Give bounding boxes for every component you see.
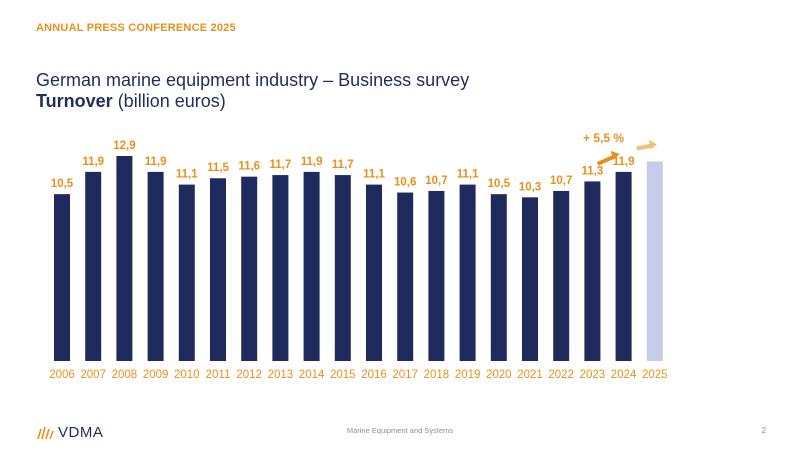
growth-arrow-shaft — [596, 154, 617, 166]
data-label-2022: 10,7 — [550, 175, 572, 187]
x-tick-2016: 2016 — [361, 369, 387, 381]
x-tick-2017: 2017 — [392, 369, 418, 381]
data-label-2016: 11,1 — [363, 169, 385, 181]
x-tick-2010: 2010 — [174, 369, 200, 381]
data-label-2014: 11,9 — [301, 156, 323, 168]
data-label-2024: 11,9 — [613, 156, 635, 168]
bar-2020 — [490, 194, 507, 361]
vdma-logo: VDMA — [36, 424, 103, 441]
data-label-2021: 10,3 — [519, 181, 541, 193]
x-tick-2021: 2021 — [517, 369, 543, 381]
data-label-2012: 11,6 — [238, 161, 260, 173]
x-tick-2014: 2014 — [299, 369, 325, 381]
data-label-2017: 10,6 — [394, 177, 416, 189]
data-label-2020: 10,5 — [488, 178, 511, 190]
bar-2019 — [459, 184, 476, 361]
vdma-logo-icon — [37, 426, 54, 439]
bar-2007 — [85, 171, 102, 361]
conference-label: ANNUAL PRESS CONFERENCE 2025 — [36, 22, 236, 34]
data-label-2023: 11,3 — [582, 165, 604, 177]
bar-2008 — [116, 156, 133, 361]
x-tick-2009: 2009 — [143, 369, 169, 381]
bar-2021 — [522, 197, 538, 361]
x-tick-2007: 2007 — [80, 369, 106, 381]
bar-2013 — [272, 175, 289, 361]
data-label-2006: 10,5 — [51, 178, 74, 190]
data-label-2010: 11,1 — [176, 169, 198, 181]
x-tick-2022: 2022 — [548, 369, 574, 381]
page-title: German marine equipment industry – Busin… — [36, 70, 469, 112]
bar-2017 — [397, 192, 414, 361]
data-label-2009: 11,9 — [145, 156, 167, 168]
bar-2016 — [366, 184, 382, 361]
data-label-2019: 11,1 — [457, 169, 479, 181]
bar-2018 — [428, 190, 445, 361]
data-label-2008: 12,9 — [113, 140, 135, 152]
x-tick-2020: 2020 — [486, 369, 512, 381]
subtitle: Turnover (billion euros) — [36, 91, 469, 112]
data-label-2013: 11,7 — [270, 159, 292, 171]
bar-2024 — [615, 171, 632, 361]
bar-2015 — [334, 175, 351, 361]
data-label-2015: 11,7 — [332, 159, 354, 171]
subtitle-rest: (billion euros) — [112, 91, 226, 111]
x-tick-2023: 2023 — [580, 369, 606, 381]
x-tick-2012: 2012 — [236, 369, 262, 381]
x-tick-2015: 2015 — [330, 369, 356, 381]
x-tick-2006: 2006 — [49, 369, 75, 381]
bar-2014 — [303, 171, 320, 361]
bar-2022 — [553, 190, 570, 361]
bar-2011 — [210, 178, 226, 361]
data-label-2007: 11,9 — [82, 156, 104, 168]
x-tick-2008: 2008 — [112, 369, 138, 381]
data-label-2011: 11,5 — [207, 162, 229, 174]
x-tick-2018: 2018 — [424, 369, 450, 381]
growth-arrow-head — [610, 150, 620, 160]
bar-2025 — [646, 161, 663, 361]
vdma-logo-text: VDMA — [58, 424, 104, 441]
x-tick-2013: 2013 — [268, 369, 294, 381]
x-tick-2025: 2025 — [642, 369, 668, 381]
x-tick-2019: 2019 — [455, 369, 481, 381]
title-line: German marine equipment industry – Busin… — [36, 70, 470, 90]
bar-2010 — [178, 184, 195, 361]
growth-annotation: + 5,5 % — [583, 131, 624, 145]
page-number: 2 — [761, 426, 766, 435]
bar-2023 — [584, 181, 601, 361]
x-tick-2024: 2024 — [611, 369, 637, 381]
footer-text: Marine Equipment and Systems — [346, 426, 454, 435]
forecast-arrow-head — [648, 139, 657, 150]
bar-2012 — [241, 176, 258, 361]
subtitle-bold: Turnover — [36, 91, 113, 111]
bar-2006 — [54, 194, 70, 361]
x-tick-2011: 2011 — [206, 369, 231, 381]
data-label-2018: 10,7 — [425, 175, 447, 187]
bar-2009 — [147, 171, 164, 361]
